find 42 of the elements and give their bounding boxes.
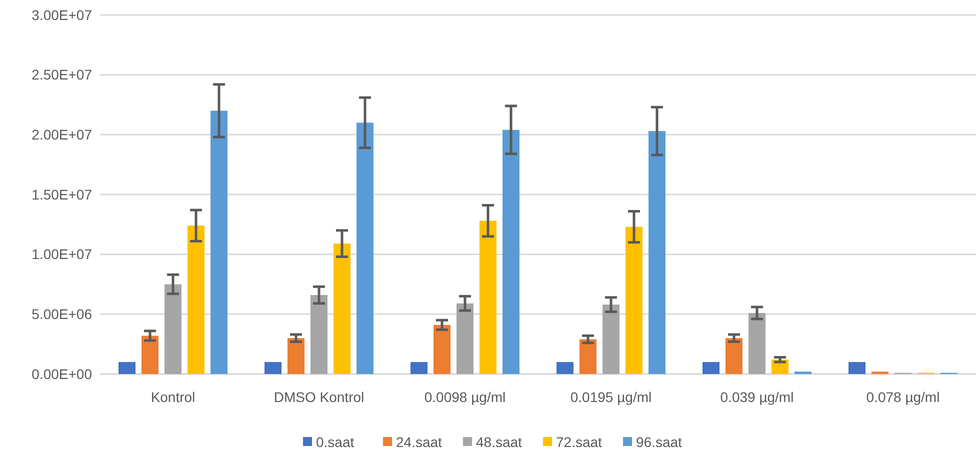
bar [410, 362, 428, 374]
bar [188, 226, 204, 374]
bar [118, 362, 136, 374]
x-tick-label: 0.0098 µg/ml [424, 389, 506, 405]
y-tick-label: 1.50E+07 [32, 186, 92, 202]
bar [142, 336, 158, 374]
bar [264, 362, 282, 374]
bar [602, 304, 620, 374]
bar [164, 284, 182, 374]
bar [456, 303, 474, 374]
x-tick-label: 0.078 µg/ml [866, 389, 940, 405]
bar [310, 295, 328, 374]
y-tick-label: 2.00E+07 [32, 126, 92, 143]
bar [480, 220, 496, 374]
bar [748, 312, 766, 374]
x-tick-label: DMSO Kontrol [274, 389, 364, 405]
legend-label: 24.saat [396, 434, 442, 450]
bar [434, 324, 450, 374]
legend-label: 72.saat [556, 434, 602, 450]
bar [502, 130, 520, 374]
bar [648, 131, 666, 374]
x-tick-label: 0.0195 µg/ml [570, 389, 652, 405]
bar [210, 110, 228, 374]
legend-label: 0.saat [316, 434, 354, 450]
y-tick-label: 3.00E+07 [32, 6, 92, 23]
bar [288, 338, 304, 374]
y-tick-label: 0.00E+00 [32, 366, 92, 382]
x-tick-label: Kontrol [150, 389, 196, 405]
bar [848, 362, 866, 374]
legend-label: 96.saat [636, 434, 682, 450]
legend-label: 48.saat [476, 434, 522, 450]
bar [356, 122, 374, 374]
bar [626, 226, 642, 374]
bar [580, 339, 596, 374]
y-tick-label: 2.50E+07 [32, 66, 92, 83]
bar [556, 362, 574, 374]
x-tick-label: 0.039 µg/ml [720, 389, 794, 405]
y-tick-label: 1.00E+07 [32, 246, 92, 262]
bar [726, 338, 742, 374]
bar [702, 362, 720, 374]
y-tick-label: 5.00E+06 [32, 306, 92, 322]
bar [334, 244, 350, 374]
